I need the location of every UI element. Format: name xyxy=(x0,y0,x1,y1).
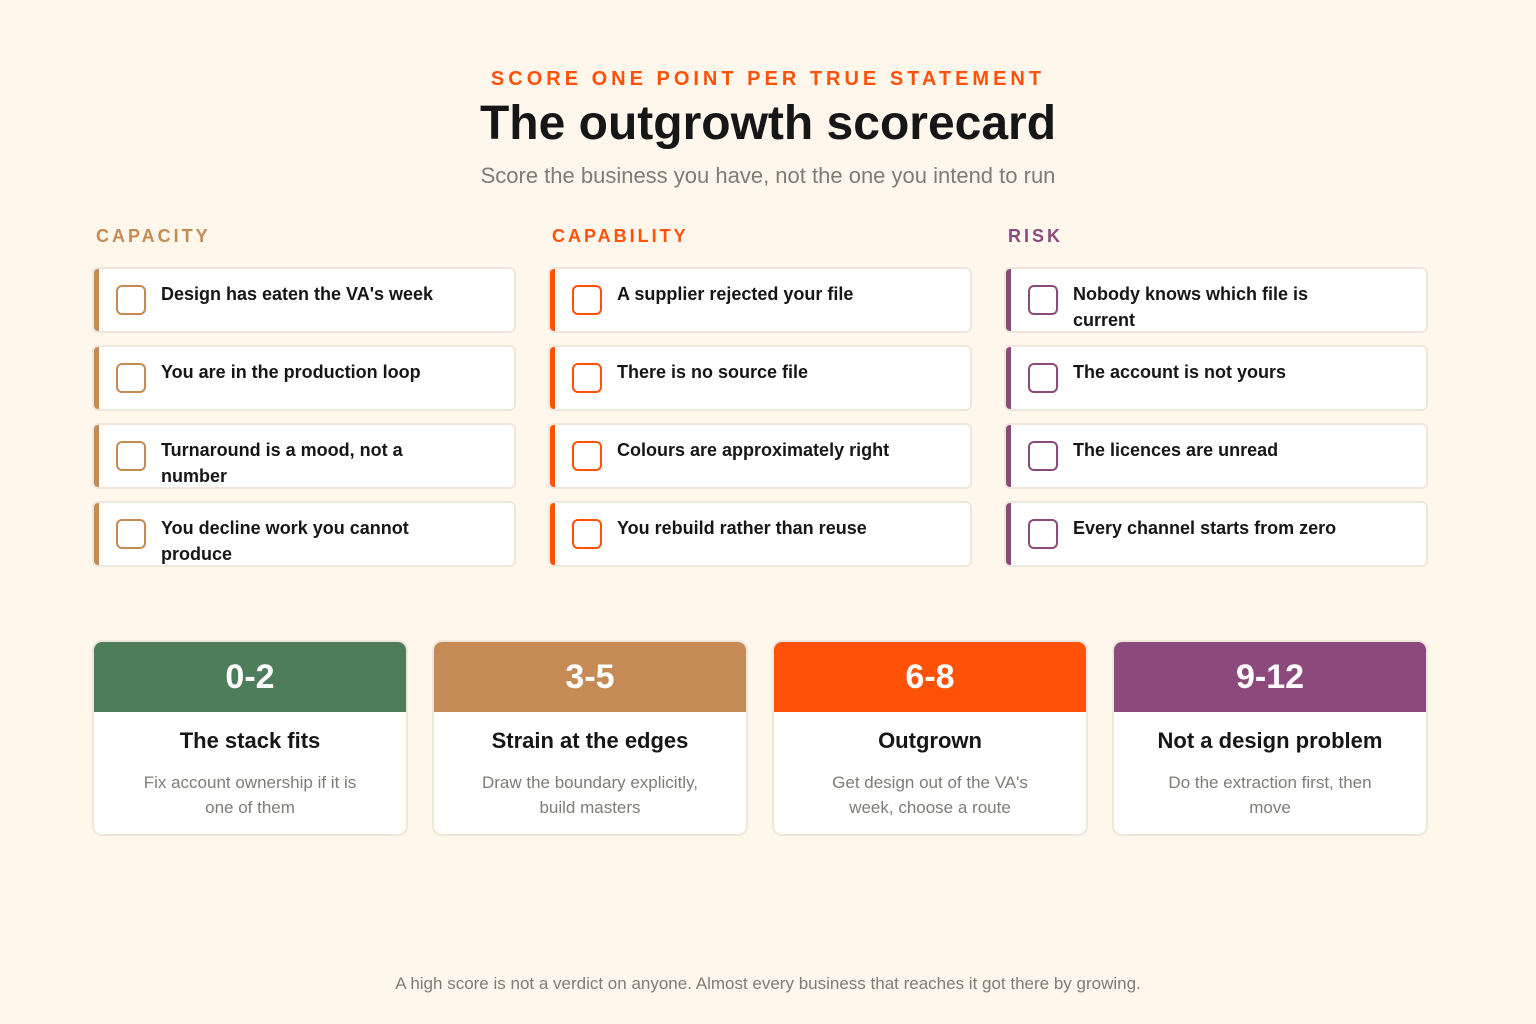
header: SCORE ONE POINT PER TRUE STATEMENT The o… xyxy=(0,66,1536,190)
statement-label: You are in the production loop xyxy=(161,362,421,382)
statement-item[interactable]: Turnaround is a mood, not a number xyxy=(92,423,516,489)
statement-label: The licences are unread xyxy=(1073,440,1279,460)
score-band-card: 9-12 Not a design problem Do the extract… xyxy=(1112,640,1428,836)
band-description: Do the extraction first, then move xyxy=(1168,773,1372,817)
column-title: CAPABILITY xyxy=(552,226,689,246)
checkbox[interactable] xyxy=(572,441,602,471)
footer-note: A high score is not a verdict on anyone.… xyxy=(395,974,1141,993)
statement-item[interactable]: You are in the production loop xyxy=(92,345,516,411)
band-title: Strain at the edges xyxy=(491,728,689,753)
checkbox[interactable] xyxy=(572,519,602,549)
score-band-card: 3-5 Strain at the edges Draw the boundar… xyxy=(432,640,748,836)
checkbox[interactable] xyxy=(1028,441,1058,471)
checkbox[interactable] xyxy=(572,363,602,393)
score-range: 9-12 xyxy=(1114,642,1426,712)
band-description: Draw the boundary explicitly, build mast… xyxy=(481,773,699,817)
band-title: Outgrown xyxy=(878,728,982,753)
statement-label: There is no source file xyxy=(617,362,809,382)
statement-label: A supplier rejected your file xyxy=(617,284,854,304)
score-range: 0-2 xyxy=(94,642,406,712)
score-band-card: 0-2 The stack fits Fix account ownership… xyxy=(92,640,408,836)
statement-item[interactable]: There is no source file xyxy=(548,345,972,411)
statement-label: The account is not yours xyxy=(1073,362,1287,382)
column-title: RISK xyxy=(1008,226,1064,246)
statement-item[interactable]: The licences are unread xyxy=(1004,423,1428,489)
checkbox[interactable] xyxy=(116,363,146,393)
statement-item[interactable]: You decline work you cannot produce xyxy=(92,501,516,567)
statement-label: Nobody knows which file is current xyxy=(1073,284,1309,330)
checkbox[interactable] xyxy=(572,285,602,315)
band-title: Not a design problem xyxy=(1157,728,1383,753)
score-range: 6-8 xyxy=(774,642,1086,712)
eyebrow-label: SCORE ONE POINT PER TRUE STATEMENT xyxy=(490,68,1046,90)
column-capacity: CAPACITY Design has eaten the VA's week … xyxy=(92,224,516,579)
statement-label: Design has eaten the VA's week xyxy=(161,284,434,304)
statement-item[interactable]: Nobody knows which file is current xyxy=(1004,267,1428,333)
band-description: Get design out of the VA's week, choose … xyxy=(832,773,1028,817)
statement-columns: CAPACITY Design has eaten the VA's week … xyxy=(92,224,1428,579)
page-subtitle: Score the business you have, not the one… xyxy=(480,163,1056,188)
column-title: CAPACITY xyxy=(96,226,211,246)
column-risk: RISK Nobody knows which file is current … xyxy=(1004,224,1428,579)
statement-item[interactable]: A supplier rejected your file xyxy=(548,267,972,333)
statement-label: Turnaround is a mood, not a number xyxy=(161,440,403,486)
statement-label: You decline work you cannot produce xyxy=(161,518,409,564)
band-description: Fix account ownership if it is one of th… xyxy=(143,773,357,817)
page-title: The outgrowth scorecard xyxy=(479,97,1057,150)
statement-label: You rebuild rather than reuse xyxy=(617,518,867,538)
column-capability: CAPABILITY A supplier rejected your file… xyxy=(548,224,972,579)
score-bands: 0-2 The stack fits Fix account ownership… xyxy=(92,640,1428,836)
checkbox[interactable] xyxy=(1028,363,1058,393)
score-band-card: 6-8 Outgrown Get design out of the VA's … xyxy=(772,640,1088,836)
statement-label: Every channel starts from zero xyxy=(1073,518,1337,538)
statement-item[interactable]: You rebuild rather than reuse xyxy=(548,501,972,567)
checkbox[interactable] xyxy=(116,441,146,471)
checkbox[interactable] xyxy=(1028,519,1058,549)
band-title: The stack fits xyxy=(179,728,321,753)
score-range: 3-5 xyxy=(434,642,746,712)
checkbox[interactable] xyxy=(116,285,146,315)
statement-item[interactable]: Colours are approximately right xyxy=(548,423,972,489)
checkbox[interactable] xyxy=(116,519,146,549)
statement-item[interactable]: The account is not yours xyxy=(1004,345,1428,411)
statement-item[interactable]: Design has eaten the VA's week xyxy=(92,267,516,333)
checkbox[interactable] xyxy=(1028,285,1058,315)
statement-item[interactable]: Every channel starts from zero xyxy=(1004,501,1428,567)
statement-label: Colours are approximately right xyxy=(617,440,890,460)
